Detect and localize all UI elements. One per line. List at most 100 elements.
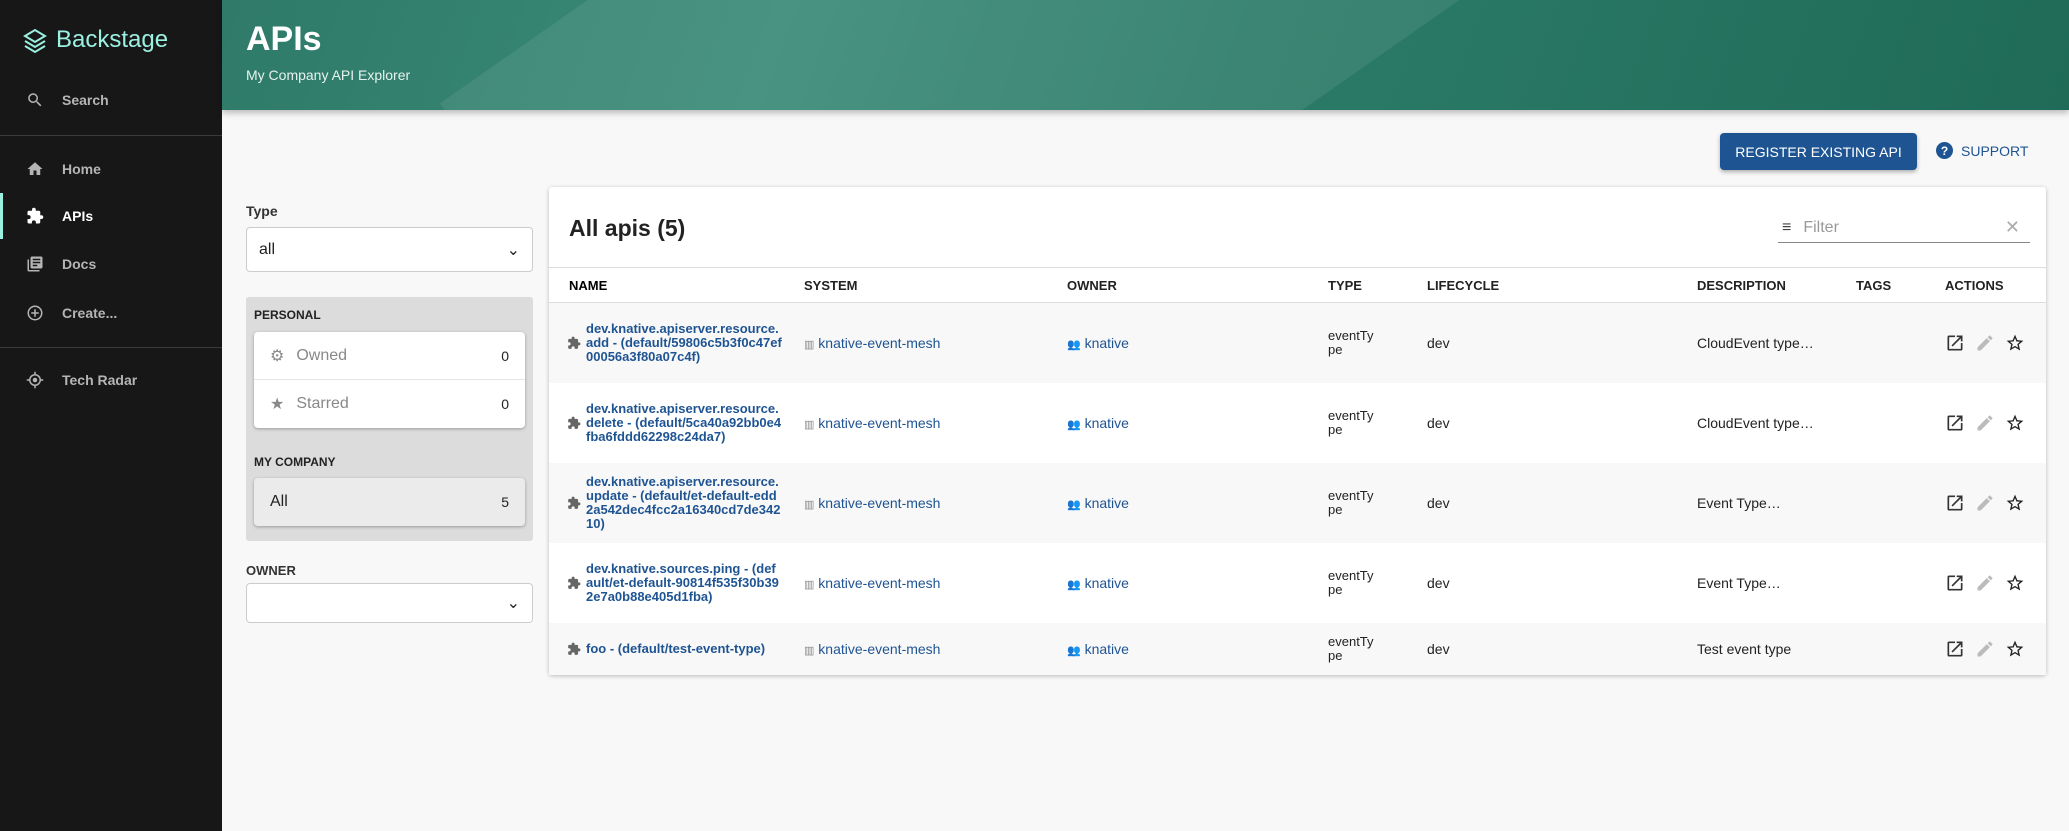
sidebar-item-label: Tech Radar — [62, 372, 138, 388]
group-icon: 👥 — [1067, 338, 1081, 351]
api-name-link[interactable]: dev.knative.sources.ping - (default/et-d… — [567, 561, 804, 604]
cell-system: ▥ knative-event-mesh — [804, 302, 1067, 383]
api-name-link[interactable]: dev.knative.apiserver.resource.update - … — [567, 474, 804, 531]
column-header-system[interactable]: SYSTEM — [804, 267, 1067, 303]
api-type: eventType — [1328, 487, 1374, 517]
column-header-description[interactable]: DESCRIPTION — [1697, 267, 1856, 303]
cell-owner: 👥 knative — [1067, 543, 1328, 623]
cell-tags — [1856, 462, 1945, 543]
api-name: dev.knative.apiserver.resource.delete - … — [586, 400, 782, 444]
cell-description: CloudEvent type… — [1697, 414, 1814, 431]
star-outline-icon[interactable] — [2005, 573, 2025, 593]
sidebar-search[interactable]: Search — [0, 77, 222, 123]
column-header-name[interactable]: NAME — [549, 267, 804, 303]
type-select[interactable]: all ⌄ — [246, 227, 533, 272]
logo-icon — [23, 28, 47, 54]
star-outline-icon[interactable] — [2005, 493, 2025, 513]
owner-link[interactable]: 👥 knative — [1067, 575, 1129, 591]
personal-options: ⚙ Owned 0 ★ Starred 0 — [254, 332, 525, 428]
api-name-link[interactable]: dev.knative.apiserver.resource.delete - … — [567, 400, 804, 444]
filter-owned-count: 0 — [501, 347, 509, 364]
sidebar-item-home[interactable]: Home — [0, 146, 222, 192]
open-in-new-icon[interactable] — [1945, 573, 1965, 593]
cell-actions — [1945, 543, 2046, 623]
open-in-new-icon[interactable] — [1945, 333, 1965, 353]
edit-icon[interactable] — [1975, 639, 1995, 659]
cell-lifecycle: dev — [1427, 462, 1697, 543]
cell-lifecycle: dev — [1427, 622, 1697, 675]
filter-input[interactable]: ≡ Filter ✕ — [1778, 213, 2030, 243]
system-link[interactable]: ▥ knative-event-mesh — [804, 415, 940, 431]
owner-link[interactable]: 👥 knative — [1067, 641, 1129, 657]
backstage-logo[interactable]: Backstage — [22, 26, 168, 54]
system-link[interactable]: ▥ knative-event-mesh — [804, 335, 940, 351]
api-name-link[interactable]: dev.knative.apiserver.resource.add - (de… — [567, 321, 804, 364]
filter-owned-label: Owned — [296, 346, 348, 364]
system-name: knative-event-mesh — [818, 640, 941, 657]
sidebar-search-label: Search — [62, 92, 109, 108]
open-in-new-icon[interactable] — [1945, 413, 1965, 433]
page-header: APIs My Company API Explorer — [222, 0, 2069, 110]
puzzle-icon — [568, 336, 581, 349]
owner-link[interactable]: 👥 knative — [1067, 495, 1129, 511]
star-outline-icon[interactable] — [2005, 333, 2025, 353]
cell-owner: 👥 knative — [1067, 383, 1328, 463]
edit-icon[interactable] — [1975, 333, 1995, 353]
star-outline-icon[interactable] — [2005, 413, 2025, 433]
cell-system: ▥ knative-event-mesh — [804, 543, 1067, 623]
column-header-tags[interactable]: TAGS — [1856, 267, 1945, 303]
cell-type: eventType — [1328, 302, 1427, 383]
sidebar-item-label: Create... — [62, 305, 118, 321]
divider — [0, 347, 222, 348]
table-row: dev.knative.apiserver.resource.update - … — [549, 462, 2046, 543]
puzzle-icon — [568, 496, 581, 509]
home-icon — [27, 162, 43, 175]
edit-icon[interactable] — [1975, 493, 1995, 513]
divider — [0, 135, 222, 136]
column-header-type[interactable]: TYPE — [1328, 267, 1427, 303]
cell-owner: 👥 knative — [1067, 462, 1328, 543]
column-header-lifecycle[interactable]: LIFECYCLE — [1427, 267, 1697, 303]
chevron-down-icon: ⌄ — [506, 595, 520, 612]
star-outline-icon[interactable] — [2005, 639, 2025, 659]
cell-type: eventType — [1328, 462, 1427, 543]
filter-starred[interactable]: ★ Starred 0 — [254, 380, 525, 428]
cell-actions — [1945, 462, 2046, 543]
owner-link[interactable]: 👥 knative — [1067, 335, 1129, 351]
cell-owner: 👥 knative — [1067, 302, 1328, 383]
system-link[interactable]: ▥ knative-event-mesh — [804, 641, 940, 657]
company-options: All 5 — [254, 478, 525, 526]
support-label: SUPPORT — [1961, 142, 2029, 159]
edit-icon[interactable] — [1975, 573, 1995, 593]
sidebar: Backstage Search Home APIs Docs Create..… — [0, 0, 222, 831]
open-in-new-icon[interactable] — [1945, 493, 1965, 513]
clear-icon[interactable]: ✕ — [2004, 217, 2020, 237]
domain-icon: ▥ — [804, 338, 815, 351]
system-link[interactable]: ▥ knative-event-mesh — [804, 575, 940, 591]
system-link[interactable]: ▥ knative-event-mesh — [804, 495, 940, 511]
cell-tags — [1856, 543, 1945, 623]
sidebar-item-docs[interactable]: Docs — [0, 241, 222, 287]
owner-name: knative — [1084, 334, 1129, 351]
sidebar-item-apis[interactable]: APIs — [0, 193, 222, 239]
column-header-actions: ACTIONS — [1945, 267, 2046, 303]
owner-select[interactable]: ⌄ — [246, 583, 533, 623]
api-type: eventType — [1328, 407, 1374, 437]
api-name-link[interactable]: foo - (default/test-event-type) — [567, 641, 804, 656]
edit-icon[interactable] — [1975, 413, 1995, 433]
open-in-new-icon[interactable] — [1945, 639, 1965, 659]
filter-owned[interactable]: ⚙ Owned 0 — [254, 332, 525, 380]
filter-all[interactable]: All 5 — [254, 478, 525, 526]
domain-icon: ▥ — [804, 578, 815, 591]
cell-name: dev.knative.apiserver.resource.update - … — [549, 462, 804, 543]
support-button[interactable]: ? SUPPORT — [1936, 142, 2028, 159]
header-decoration — [439, 0, 1465, 110]
owner-link[interactable]: 👥 knative — [1067, 415, 1129, 431]
sidebar-item-create[interactable]: Create... — [0, 290, 222, 336]
page-title: APIs — [246, 20, 322, 58]
filter-all-label: All — [270, 493, 288, 510]
domain-icon: ▥ — [804, 644, 815, 657]
sidebar-item-tech-radar[interactable]: Tech Radar — [0, 357, 222, 403]
register-existing-api-button[interactable]: REGISTER EXISTING API — [1720, 133, 1917, 170]
column-header-owner[interactable]: OWNER — [1067, 267, 1328, 303]
